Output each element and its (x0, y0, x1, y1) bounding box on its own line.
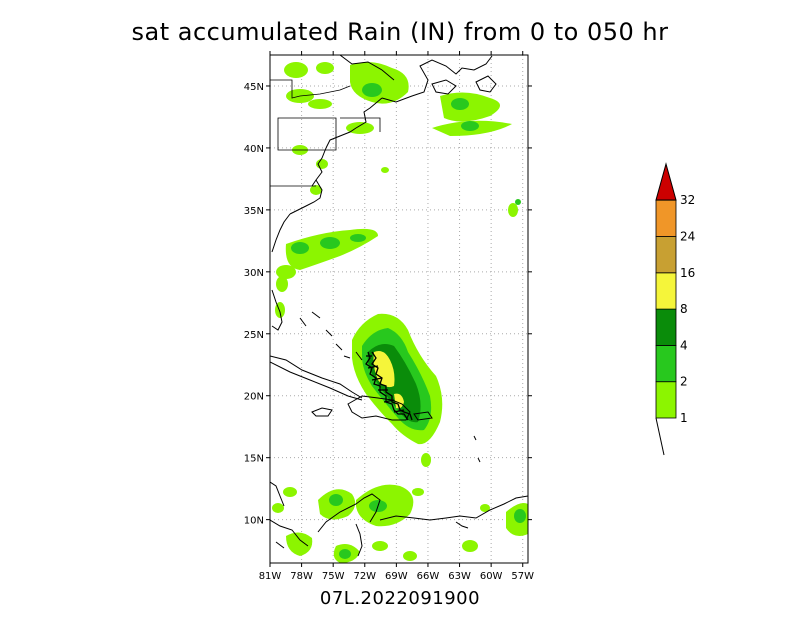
colorbar-label: 1 (680, 411, 688, 425)
lon-label: 81W (259, 571, 282, 582)
rainfall-shading (272, 62, 528, 563)
state-borders (270, 79, 381, 187)
colorbar-label: 32 (680, 193, 695, 207)
lon-label: 60W (480, 571, 503, 582)
longitude-labels: 81W 78W 75W 72W 69W 66W 63W 60W 57W (259, 571, 534, 582)
lat-label: 40N (244, 144, 264, 155)
colorbar-label: 2 (680, 375, 688, 389)
chart-title: sat accumulated Rain (IN) from 0 to 050 … (131, 18, 669, 46)
colorbar-swatch (655, 344, 677, 383)
rain-area-caribbean (272, 484, 528, 563)
storm-track (365, 351, 413, 421)
lat-label: 25N (244, 330, 264, 341)
axis-ticks (266, 51, 532, 567)
colorbar-swatch (655, 308, 677, 346)
rain-area-northeast (284, 62, 521, 217)
lon-label: 66W (417, 571, 440, 582)
lat-label: 15N (244, 454, 264, 465)
lat-label: 35N (244, 206, 264, 217)
colorbar-label: 24 (680, 230, 695, 244)
rain-area-southeast (275, 228, 378, 318)
colorbar-label: 8 (680, 302, 688, 316)
lon-label: 75W (322, 571, 345, 582)
colorbar-swatch (655, 272, 677, 310)
lon-label: 63W (448, 571, 471, 582)
storm-identifier: 07L.2022091900 (319, 588, 481, 609)
lat-label: 20N (244, 392, 264, 403)
colorbar-tail (655, 417, 665, 456)
rain-area-storm-core (352, 313, 443, 467)
colorbar-label: 4 (680, 338, 688, 352)
colorbar-arrow (655, 162, 677, 201)
lon-label: 69W (385, 571, 408, 582)
lon-label: 72W (353, 571, 376, 582)
colorbar-swatch (655, 236, 677, 274)
lon-label: 78W (290, 571, 313, 582)
coastlines (270, 55, 528, 557)
colorbar-swatch (655, 199, 677, 237)
lon-label: 57W (511, 571, 534, 582)
lat-label: 30N (244, 268, 264, 279)
lat-label: 45N (244, 82, 264, 93)
latitude-labels: 10N 15N 20N 25N 30N 35N 40N 45N (244, 82, 264, 527)
map-area (270, 55, 528, 563)
lat-label: 10N (244, 516, 264, 527)
colorbar-label: 16 (680, 266, 695, 280)
map-frame (269, 54, 529, 564)
colorbar-swatch (655, 381, 677, 419)
